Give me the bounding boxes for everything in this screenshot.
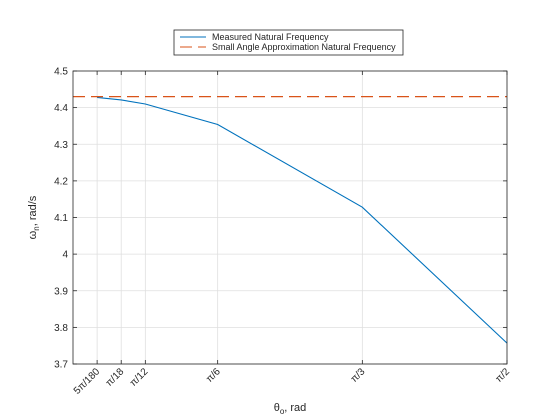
x-axis-label: θo, rad [274, 402, 307, 416]
x-tick-label: π/2 [494, 366, 513, 385]
y-tick-label: 4.4 [54, 103, 68, 114]
y-tick-label: 4.1 [54, 213, 68, 224]
axis-ticks: 3.7 3.8 3.9 4 4.1 4.2 4.3 4.4 4.5 5π/180 π/18 π/12 π… [54, 67, 512, 397]
plot-series [73, 95, 508, 344]
y-tick-label: 4.2 [54, 176, 68, 187]
x-tick-label: π/3 [349, 366, 368, 385]
y-tick-label: 3.7 [54, 360, 68, 371]
legend-label-1: Measured Natural Frequency [212, 32, 329, 42]
y-tick-label: 4 [62, 250, 68, 261]
y-tick-label: 3.9 [54, 286, 68, 297]
y-tick-label: 3.8 [54, 323, 68, 334]
legend-label-2: Small Angle Approximation Natural Freque… [212, 42, 396, 52]
legend-box [173, 29, 404, 56]
x-tick-label: π/6 [204, 366, 223, 385]
x-tick-label: π/12 [128, 366, 151, 389]
y-tick-label: 4.5 [54, 67, 68, 78]
y-axis-label: ωn, rad/s [27, 195, 41, 239]
x-tick-label: 5π/180 [72, 366, 103, 397]
grid [73, 70, 508, 365]
x-tick-label: π/18 [104, 366, 127, 389]
y-tick-label: 4.3 [54, 140, 68, 151]
series-line-1 [97, 96, 508, 344]
